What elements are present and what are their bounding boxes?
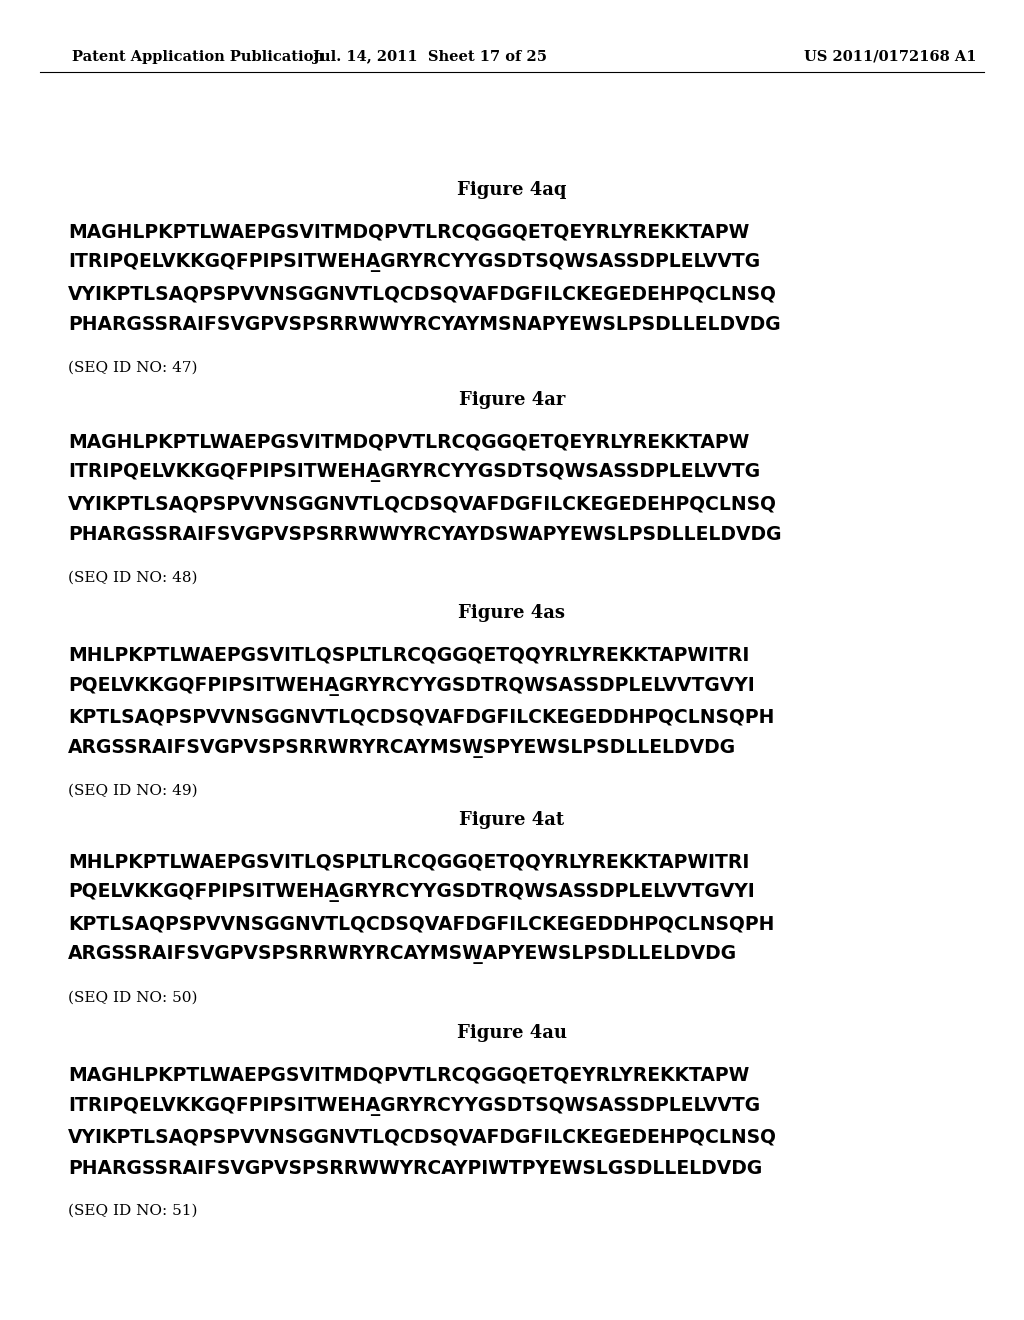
Text: ITRIPQELVKKGQFPIPSITWEHA̲GRYRCYYGSDTSQWSASSDPLELVVTG: ITRIPQELVKKGQFPIPSITWEHA̲GRYRCYYGSDTSQWS… — [68, 463, 760, 483]
Text: VYIKPTLSAQPSPVVNSGGNVTLQCDSQVAFDGFILCKEGEDEHPQCLNSQ: VYIKPTLSAQPSPVVNSGGNVTLQCDSQVAFDGFILCKEG… — [68, 285, 777, 304]
Text: Jul. 14, 2011  Sheet 17 of 25: Jul. 14, 2011 Sheet 17 of 25 — [313, 50, 547, 63]
Text: KPTLSAQPSPVVNSGGNVTLQCDSQVAFDGFILCKEGEDDHPQCLNSQPH: KPTLSAQPSPVVNSGGNVTLQCDSQVAFDGFILCKEGEDD… — [68, 915, 774, 933]
Text: MAGHLPKPTLWAEPGSVITMDQPVTLRCQGGQETQEYRLYREKKTAPW: MAGHLPKPTLWAEPGSVITMDQPVTLRCQGGQETQEYRLY… — [68, 433, 750, 451]
Text: PQELVKKGQFPIPSITWEHA̲GRYRCYYGSDTRQWSASSDPLELVVTGVYI: PQELVKKGQFPIPSITWEHA̲GRYRCYYGSDTRQWSASSD… — [68, 676, 755, 696]
Text: Figure 4au: Figure 4au — [457, 1024, 567, 1041]
Text: VYIKPTLSAQPSPVVNSGGNVTLQCDSQVAFDGFILCKEGEDEHPQCLNSQ: VYIKPTLSAQPSPVVNSGGNVTLQCDSQVAFDGFILCKEG… — [68, 495, 777, 513]
Text: (SEQ ID NO: 51): (SEQ ID NO: 51) — [68, 1204, 198, 1218]
Text: PQELVKKGQFPIPSITWEHA̲GRYRCYYGSDTRQWSASSDPLELVVTGVYI: PQELVKKGQFPIPSITWEHA̲GRYRCYYGSDTRQWSASSD… — [68, 883, 755, 903]
Text: MAGHLPKPTLWAEPGSVITMDQPVTLRCQGGQETQEYRLYREKKTAPW: MAGHLPKPTLWAEPGSVITMDQPVTLRCQGGQETQEYRLY… — [68, 223, 750, 242]
Text: ARGSSRAIFSVGPVSPSRRWRYRCAYMSW̲SPYEWSLPSDLLELDVDG: ARGSSRAIFSVGPVSPSRRWRYRCAYMSW̲SPYEWSLPSD… — [68, 738, 736, 758]
Text: PHARGSSRAIFSVGPVSPSRRWWYRCYAYMSNAPYEWSLPSDLLELDVDG: PHARGSSRAIFSVGPVSPSRRWWYRCYAYMSNAPYEWSLP… — [68, 315, 780, 334]
Text: Figure 4ar: Figure 4ar — [459, 391, 565, 409]
Text: (SEQ ID NO: 49): (SEQ ID NO: 49) — [68, 784, 198, 799]
Text: PHARGSSRAIFSVGPVSPSRRWWYRCYAYDSWAPYEWSLPSDLLELDVDG: PHARGSSRAIFSVGPVSPSRRWWYRCYAYDSWAPYEWSLP… — [68, 525, 781, 544]
Text: MHLPKPTLWAEPGSVITLQSPLTLRCQGGQETQQYRLYREKKTAPWITRI: MHLPKPTLWAEPGSVITLQSPLTLRCQGGQETQQYRLYRE… — [68, 853, 750, 871]
Text: VYIKPTLSAQPSPVVNSGGNVTLQCDSQVAFDGFILCKEGEDEHPQCLNSQ: VYIKPTLSAQPSPVVNSGGNVTLQCDSQVAFDGFILCKEG… — [68, 1127, 777, 1147]
Text: PHARGSSRAIFSVGPVSPSRRWWYRCAYPIWTPYEWSLGSDLLELDVDG: PHARGSSRAIFSVGPVSPSRRWWYRCAYPIWTPYEWSLGS… — [68, 1159, 762, 1177]
Text: ITRIPQELVKKGQFPIPSITWEHA̲GRYRCYYGSDTSQWSASSDPLELVVTG: ITRIPQELVKKGQFPIPSITWEHA̲GRYRCYYGSDTSQWS… — [68, 1097, 760, 1115]
Text: ARGSSRAIFSVGPVSPSRRWRYRCAYMSW̲APYEWSLPSDLLELDVDG: ARGSSRAIFSVGPVSPSRRWRYRCAYMSW̲APYEWSLPSD… — [68, 945, 737, 965]
Text: (SEQ ID NO: 48): (SEQ ID NO: 48) — [68, 572, 198, 585]
Text: KPTLSAQPSPVVNSGGNVTLQCDSQVAFDGFILCKEGEDDHPQCLNSQPH: KPTLSAQPSPVVNSGGNVTLQCDSQVAFDGFILCKEGEDD… — [68, 708, 774, 726]
Text: US 2011/0172168 A1: US 2011/0172168 A1 — [804, 50, 976, 63]
Text: Figure 4as: Figure 4as — [459, 605, 565, 622]
Text: Patent Application Publication: Patent Application Publication — [72, 50, 324, 63]
Text: (SEQ ID NO: 47): (SEQ ID NO: 47) — [68, 360, 198, 375]
Text: Figure 4at: Figure 4at — [460, 810, 564, 829]
Text: MHLPKPTLWAEPGSVITLQSPLTLRCQGGQETQQYRLYREKKTAPWITRI: MHLPKPTLWAEPGSVITLQSPLTLRCQGGQETQQYRLYRE… — [68, 645, 750, 664]
Text: MAGHLPKPTLWAEPGSVITMDQPVTLRCQGGQETQEYRLYREKKTAPW: MAGHLPKPTLWAEPGSVITMDQPVTLRCQGGQETQEYRLY… — [68, 1065, 750, 1085]
Text: Figure 4aq: Figure 4aq — [458, 181, 566, 199]
Text: (SEQ ID NO: 50): (SEQ ID NO: 50) — [68, 991, 198, 1005]
Text: ITRIPQELVKKGQFPIPSITWEHA̲GRYRCYYGSDTSQWSASSDPLELVVTG: ITRIPQELVKKGQFPIPSITWEHA̲GRYRCYYGSDTSQWS… — [68, 253, 760, 272]
